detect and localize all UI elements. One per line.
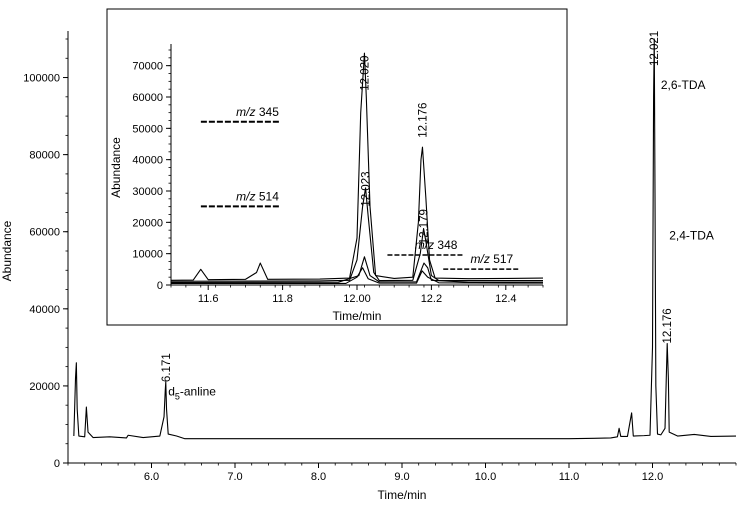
inset-chromatogram: 0 10000 20000 30000 40000 50000 60000 70000 11.6… (109, 44, 544, 323)
inset-x-tick-label: 12.2 (421, 293, 442, 305)
main-x-tick-label: 6.0 (144, 471, 159, 483)
inset-y-tick-label: 30000 (132, 186, 163, 198)
inset-series-3-line (170, 256, 543, 284)
main-compound-annotation: d5-anline (168, 385, 216, 402)
inset-ion-label: m/z 517 (471, 252, 514, 266)
inset-x-tick-label: 11.6 (198, 293, 219, 305)
inset-peak-label: 12.179 (419, 209, 431, 244)
inset-frame (106, 8, 568, 326)
main-y-tick-label: 60000 (29, 227, 60, 239)
main-x-tick-label: 7.0 (227, 471, 242, 483)
inset-y-tick-label: 70000 (132, 61, 163, 73)
inset-y-tick-label: 50000 (132, 123, 163, 135)
main-peak-label: 12.021 (649, 31, 661, 66)
inset-y-tick-label: 60000 (132, 92, 163, 104)
main-x-tick-label: 12.0 (642, 471, 663, 483)
inset-ion-label: m/z 348 (415, 238, 458, 252)
inset-series-1-line (170, 52, 544, 281)
main-y-tick-label: 100000 (23, 73, 60, 85)
inset-peak-label: 12.176 (417, 103, 429, 138)
inset-y-tick-label: 40000 (132, 155, 163, 167)
main-y-tick-label: 20000 (29, 381, 60, 393)
inset-ion-label: m/z 345 (236, 105, 279, 119)
main-peak-label: 6.171 (161, 353, 173, 382)
main-series-1-line (73, 38, 737, 440)
main-y-axis-title: Abundance (0, 220, 14, 281)
inset-x-axis-title: Time/min (333, 309, 382, 323)
inset-y-tick-label: 0 (157, 280, 163, 292)
main-x-tick-label: 9.0 (394, 471, 409, 483)
main-compound-annotation: 2,6-TDA (661, 78, 706, 92)
inset-x-tick-label: 11.8 (272, 293, 293, 305)
inset-y-tick-label: 20000 (132, 217, 163, 229)
main-x-axis-title: Time/min (378, 488, 427, 502)
inset-series-2-line (170, 187, 543, 282)
main-x-tick-label: 8.0 (311, 471, 326, 483)
inset-x-tick-label: 12.00 (343, 293, 371, 305)
main-y-tick-label: 80000 (29, 150, 60, 162)
inset-x-tick-label: 12.4 (495, 293, 516, 305)
main-compound-annotation: 2,4-TDA (669, 228, 714, 242)
main-y-tick-label: 40000 (29, 304, 60, 316)
inset-peak-label: 12.023 (361, 171, 373, 206)
inset-y-axis-title: Abundance (109, 137, 123, 198)
inset-series-4-line (171, 267, 544, 284)
main-x-tick-label: 11.0 (559, 471, 580, 483)
main-peak-label: 12.176 (662, 308, 674, 343)
inset-y-tick-label: 10000 (132, 249, 163, 261)
main-x-tick-label: 10.0 (475, 471, 496, 483)
inset-peak-label: 12.020 (359, 56, 371, 91)
main-y-tick-label: 0 (54, 458, 60, 470)
inset-ion-label: m/z 514 (236, 189, 279, 203)
